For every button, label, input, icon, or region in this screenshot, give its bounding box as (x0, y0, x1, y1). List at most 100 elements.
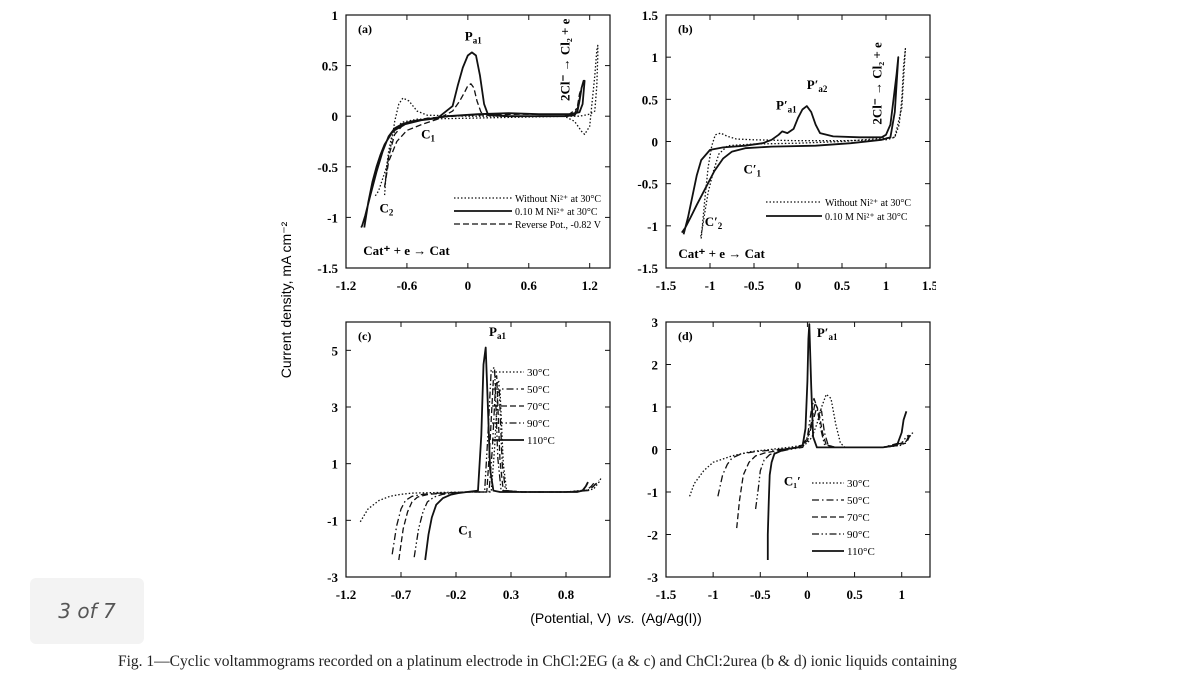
series-line-2 (717, 406, 912, 497)
panel-label: (c) (358, 329, 371, 343)
x-tick-label: 0.8 (558, 587, 575, 602)
series-line-1 (699, 48, 907, 239)
annotation-label: C₁′ (784, 474, 801, 489)
legend-label: Without Ni²⁺ at 30°C (515, 194, 601, 205)
x-tick-label: -1 (708, 587, 719, 602)
y-tick-label: 0 (652, 443, 659, 458)
y-axis-label: Current density, mA cm⁻² (278, 221, 294, 378)
x-tick-label: -1.5 (656, 278, 677, 293)
y-tick-label: 0 (332, 109, 339, 124)
annotation-label: Pa1 (489, 324, 506, 341)
legend-label: 0.10 M Ni²⁺ at 30°C (825, 212, 908, 223)
y-tick-label: -0.5 (637, 177, 658, 192)
x-tick-label: -1.2 (336, 278, 357, 293)
panel-label: (d) (678, 329, 693, 343)
legend-label: 30°C (527, 367, 550, 379)
legend-label: 0.10 M Ni²⁺ at 30°C (515, 207, 598, 218)
x-tick-label: 0 (465, 278, 472, 293)
chart-panel-3: 5 3 1 -1 -3 -1.2 -0.7 -0.2 0.3 0.8 (c) Pa1 C1 30°C 50°… (327, 321, 611, 602)
legend-label: 30°C (847, 478, 870, 490)
series-line-2 (360, 51, 586, 228)
series-line-5 (424, 346, 589, 561)
y-tick-label: 5 (332, 343, 339, 358)
x-tick-label: 0.5 (846, 587, 863, 602)
annotation-label: C1 (458, 523, 472, 540)
x-tick-label: -1.5 (656, 587, 677, 602)
legend-label: 50°C (527, 384, 550, 396)
x-tick-label: -1.2 (336, 587, 357, 602)
y-tick-label: 1 (332, 8, 339, 23)
legend-label: 50°C (847, 495, 870, 507)
y-tick-label: 1.5 (642, 8, 659, 23)
y-tick-label: -3 (327, 570, 338, 585)
x-axis-label-reference: (Ag/Ag(I)) (641, 610, 702, 626)
plot-frame (345, 321, 611, 578)
y-tick-label: 1 (652, 400, 659, 415)
y-tick-label: 1 (652, 50, 659, 65)
legend-label: 70°C (847, 512, 870, 524)
annotation-label: 2Cl⁻ → Cl₂ + e (870, 42, 885, 125)
annotation-label: C2 (380, 200, 394, 217)
annotation-label: Cat⁺ + e → Cat (678, 246, 765, 261)
y-tick-label: -2 (647, 528, 658, 543)
annotation-label: C′2 (705, 214, 723, 231)
x-tick-label: 0.3 (503, 587, 520, 602)
y-tick-label: 0.5 (642, 92, 659, 107)
chart-panel-1: 1 0.5 0 -0.5 -1 -1.5 -1.2 -0.6 0 0.6 1.2 (a) Pa1 C1 C2… (317, 8, 611, 293)
y-tick-label: 0.5 (322, 59, 339, 74)
legend-label: 110°C (527, 435, 555, 447)
chart-panel-2: 1.5 1 0.5 0 -0.5 -1 -1.5 -1.5 -1 -0.5 0 0.5 1 1.5 (b) P… (637, 8, 938, 293)
x-tick-label: -0.7 (391, 587, 412, 602)
series-line-5 (766, 323, 908, 560)
plot-frame (665, 14, 931, 269)
y-tick-label: -1 (647, 219, 658, 234)
legend-label: 110°C (847, 546, 875, 558)
x-axis-label-vs: vs. (617, 610, 635, 626)
y-tick-label: 1 (332, 457, 339, 472)
y-tick-label: -1.5 (637, 261, 658, 276)
y-tick-label: -1.5 (317, 261, 338, 276)
x-tick-label: 0.6 (521, 278, 538, 293)
x-tick-label: 1 (898, 587, 905, 602)
x-tick-label: -0.2 (446, 587, 467, 602)
x-tick-label: 0 (804, 587, 811, 602)
y-tick-label: -1 (327, 210, 338, 225)
series-line-1 (373, 44, 599, 198)
y-tick-label: 0 (652, 135, 659, 150)
annotation-label: P′a1 (817, 325, 838, 342)
x-tick-label: -0.6 (397, 278, 418, 293)
series-line-3 (736, 402, 912, 529)
x-tick-label: 1.2 (582, 278, 598, 293)
page-indicator-badge: 3 of 7 (30, 578, 144, 644)
plot-frame (665, 321, 931, 578)
series-line-4 (413, 366, 596, 558)
chart-panel-4: 3 2 1 0 -1 -2 -3 -1.5 -1 -0.5 0 0.5 1 (d) P′a1 C₁′ 30°C 5… (647, 315, 931, 602)
x-tick-label: 0.5 (834, 278, 851, 293)
series-line-3 (383, 83, 583, 188)
panel-label: (b) (678, 22, 693, 36)
y-tick-label: 3 (332, 400, 339, 415)
annotation-label: P′a1 (776, 97, 797, 114)
y-tick-label: -1 (647, 485, 658, 500)
figure: Current density, mA cm⁻² (Potential, V) v… (276, 0, 939, 630)
y-tick-label: 2 (652, 358, 659, 373)
x-tick-label: -0.5 (750, 587, 771, 602)
plot-frame (345, 14, 611, 269)
x-tick-label: 0 (795, 278, 802, 293)
x-tick-label: -1 (705, 278, 716, 293)
y-tick-label: 3 (652, 315, 659, 330)
y-tick-label: -3 (647, 570, 658, 585)
annotation-label: 2Cl⁻ → Cl₂ + e (557, 18, 572, 101)
annotation-label: Cat⁺ + e → Cat (363, 243, 450, 258)
figure-caption: Fig. 1—Cyclic voltammograms recorded on … (118, 653, 957, 670)
x-tick-label: -0.5 (744, 278, 765, 293)
annotation-label: C′1 (743, 162, 761, 179)
x-axis-label-quantity: (Potential, V) (530, 610, 611, 626)
legend-label: Reverse Pot., -0.82 V (515, 220, 602, 231)
annotation-label: C1 (421, 126, 435, 143)
legend-label: 90°C (527, 418, 550, 430)
y-tick-label: -0.5 (317, 160, 338, 175)
x-axis-label: (Potential, V) vs. (Ag/Ag(I)) (530, 610, 702, 626)
annotation-label: Pa1 (465, 28, 482, 45)
legend-label: 70°C (527, 401, 550, 413)
